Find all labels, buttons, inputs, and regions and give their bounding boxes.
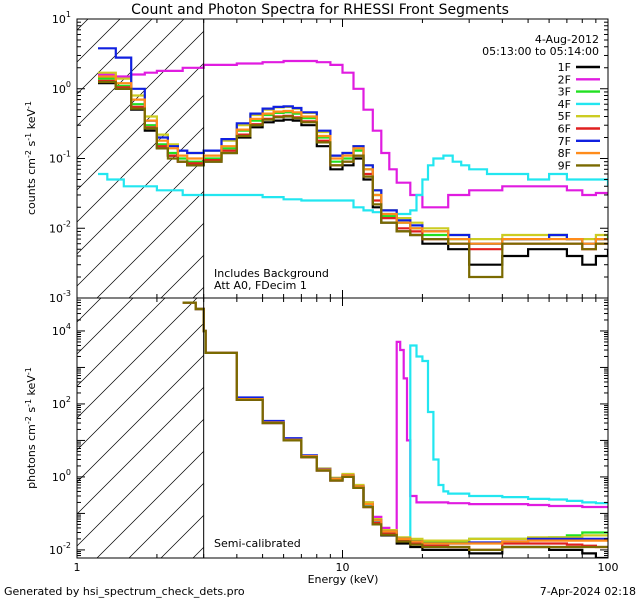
y-tick-label: 102 [52, 395, 71, 411]
legend-label-2F: 2F [558, 73, 571, 86]
y-tick-label: 100 [52, 468, 71, 484]
hatch-line [77, 298, 198, 419]
series-1F-bot [182, 301, 608, 558]
chart-title: Count and Photon Spectra for RHESSI Fron… [131, 2, 509, 18]
x-tick-label: 10 [336, 561, 350, 574]
series-4F-top [98, 154, 608, 216]
hatch-line [77, 19, 89, 31]
hatch-line [128, 222, 204, 298]
hatch-line [77, 19, 153, 95]
y-tick-label: 101 [52, 10, 71, 26]
energy-xlabel: Energy (keV) [308, 573, 379, 586]
x-tick-label: 1 [74, 561, 81, 574]
y-tick-label: 10-2 [49, 219, 71, 235]
attenuator-note: Att A0, FDecim 1 [214, 279, 307, 292]
shaded-region-top [77, 0, 525, 298]
hatch-line [77, 62, 204, 191]
series-7F-bot [182, 301, 608, 545]
photon-plot-frame [76, 297, 609, 559]
legend-label-3F: 3F [558, 86, 571, 99]
series-6F-bot [182, 301, 608, 551]
legend-label-6F: 6F [558, 123, 571, 136]
legend-label-8F: 8F [558, 147, 571, 160]
hatch-line [77, 30, 204, 159]
legend-label-1F: 1F [558, 61, 571, 74]
x-tick-label: 100 [598, 561, 619, 574]
legend-label-4F: 4F [558, 98, 571, 111]
y-tick-label: 100 [52, 80, 71, 96]
hatch-line [160, 254, 204, 298]
hatch-line [77, 418, 204, 547]
legend-label-7F: 7F [558, 135, 571, 148]
hatch-line [77, 19, 185, 127]
date-label: 4-Aug-2012 [535, 33, 599, 46]
series-8F-top [98, 75, 608, 245]
hatch-line [77, 126, 204, 255]
series-2F-top [98, 59, 608, 209]
count-ylabel: counts cm-2 s-1 keV-1 [24, 101, 38, 215]
hatch-line [77, 94, 204, 223]
y-tick-label: 10-3 [49, 289, 71, 305]
legend-label-9F: 9F [558, 159, 571, 172]
background-note: Includes Background [214, 267, 329, 280]
hatch-line [77, 298, 166, 387]
hatch-line [192, 286, 204, 298]
photon-series-group [182, 301, 608, 558]
hatch-line [321, 258, 621, 558]
hatch-line [96, 450, 204, 558]
hatch-line [96, 190, 204, 298]
hatch-line [77, 158, 204, 287]
hatch-line [225, 0, 525, 298]
photon-ylabel: photons cm-2 s-1 keV-1 [24, 367, 38, 489]
semi-calibrated-note: Semi-calibrated [214, 537, 301, 550]
series-9F-bot [182, 301, 608, 551]
hatch-line [128, 482, 204, 558]
series-3F-bot [182, 301, 608, 544]
series-1F-top [98, 82, 608, 266]
hatch-line [289, 258, 589, 558]
y-tick-label: 104 [52, 322, 71, 338]
hatch-line [77, 386, 204, 515]
count-axis-ticks: 10-3 10-2 10-1 100 101 [49, 10, 609, 305]
hatch-line [77, 354, 204, 483]
series-8F-bot [182, 301, 608, 545]
photon-axis-ticks: 10-2 100 102 104 1 10 100 [49, 297, 619, 574]
time-range-label: 05:13:00 to 05:14:00 [482, 45, 599, 58]
hatch-line [77, 298, 102, 323]
hatch-line [77, 298, 134, 355]
count-series-group [98, 47, 608, 279]
hatch-line [225, 258, 525, 558]
y-tick-label: 10-1 [49, 150, 71, 166]
hatch-line [77, 19, 121, 63]
hatch-line [77, 322, 204, 451]
series-9F-top [98, 80, 608, 279]
shaded-region-bottom [77, 258, 621, 558]
hatch-line [160, 514, 204, 558]
y-tick-label: 10-2 [49, 541, 71, 557]
legend-label-5F: 5F [558, 110, 571, 123]
generated-by-label: Generated by hsi_spectrum_check_dets.pro [4, 585, 245, 598]
series-4F-bot [182, 301, 608, 540]
generated-date-label: 7-Apr-2024 02:18 [540, 585, 636, 598]
